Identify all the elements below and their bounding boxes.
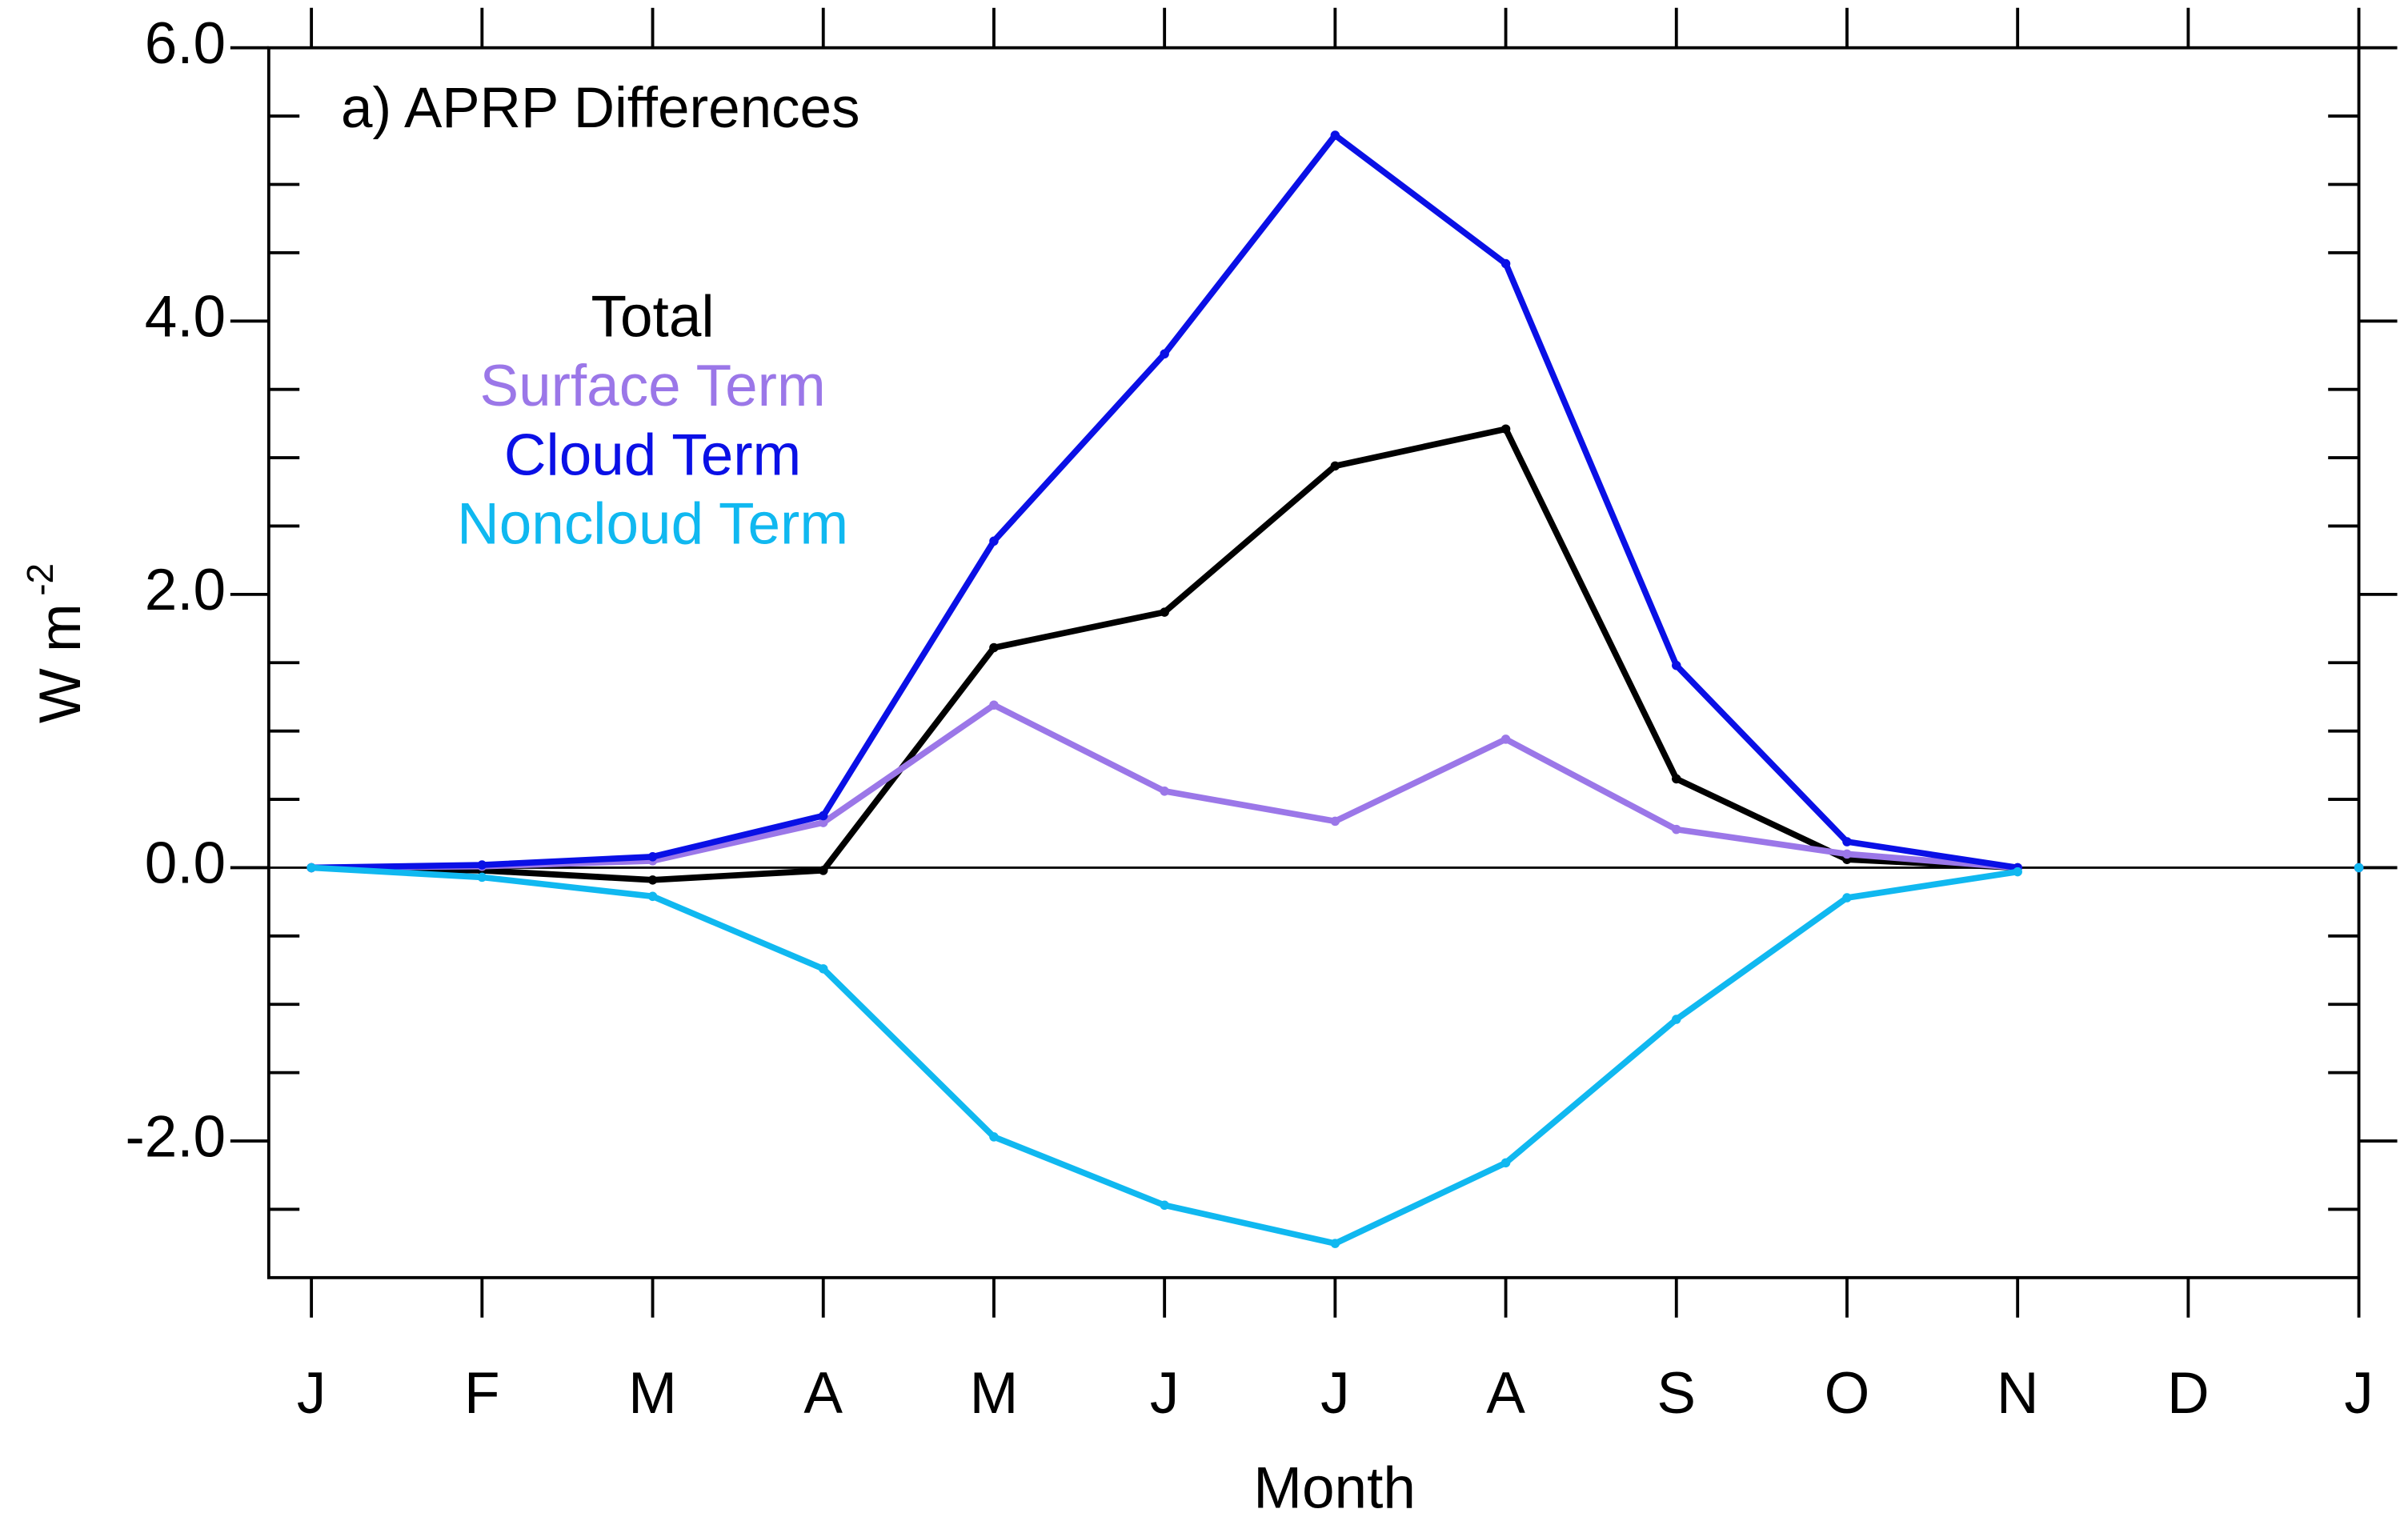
series-point xyxy=(1672,1015,1681,1024)
series-point xyxy=(989,1132,999,1142)
series-point xyxy=(307,863,316,873)
series-point xyxy=(1672,774,1681,784)
y-axis-label-text: W m xyxy=(28,603,93,723)
series-line xyxy=(311,705,2358,867)
series-point xyxy=(1500,734,1511,744)
series-point xyxy=(989,536,999,546)
chart-title: a) APRP Differences xyxy=(341,77,860,140)
series-point xyxy=(818,866,828,875)
series-point xyxy=(1672,660,1681,670)
x-tick-label: A xyxy=(803,1361,843,1426)
x-tick-label: N xyxy=(1997,1361,2039,1426)
series-point xyxy=(818,964,828,974)
legend-entry: Surface Term xyxy=(479,354,825,418)
series-point xyxy=(477,860,487,870)
legend-entry: Cloud Term xyxy=(504,422,801,487)
x-tick-label: S xyxy=(1657,1361,1696,1426)
series-point xyxy=(1330,1239,1340,1248)
series-point xyxy=(989,642,999,653)
x-tick-label: J xyxy=(297,1361,326,1426)
series-point xyxy=(1160,349,1169,359)
series-point xyxy=(1500,258,1511,269)
series-point xyxy=(647,875,658,885)
y-tick-label: 2.0 xyxy=(145,558,226,622)
series-point xyxy=(477,872,487,883)
series-point xyxy=(1842,849,1852,859)
plot-frame xyxy=(266,46,2361,1279)
series-point xyxy=(2013,867,2022,877)
series-point xyxy=(1672,824,1681,835)
series-point xyxy=(1842,837,1852,847)
series-point xyxy=(647,891,658,902)
y-tick-label: -2.0 xyxy=(125,1104,226,1169)
series-point xyxy=(818,811,828,821)
x-tick-label: F xyxy=(464,1361,500,1426)
series-point xyxy=(1842,893,1852,903)
x-tick-label: O xyxy=(1825,1361,1870,1426)
series-point xyxy=(1160,1200,1169,1211)
series-point xyxy=(1500,424,1511,434)
x-tick-label: J xyxy=(1320,1361,1349,1426)
y-axis-label-superscript: -2 xyxy=(19,563,61,596)
series-point xyxy=(1330,816,1340,827)
series-point xyxy=(1160,607,1169,617)
x-tick-label: A xyxy=(1486,1361,1525,1426)
series-point xyxy=(1160,787,1169,796)
series-point xyxy=(647,852,658,862)
x-tick-label: D xyxy=(2167,1361,2210,1426)
series-point xyxy=(1500,1158,1511,1168)
series-line xyxy=(311,867,2358,1243)
y-tick-label: 0.0 xyxy=(145,831,226,896)
series-point xyxy=(818,818,828,827)
x-tick-label: M xyxy=(628,1361,677,1426)
series-point xyxy=(1330,461,1340,471)
y-tick-label: 6.0 xyxy=(145,11,226,76)
x-axis-label: Month xyxy=(1253,1456,1416,1521)
x-tick-label: M xyxy=(970,1361,1019,1426)
y-axis-label: W m -2 xyxy=(19,563,93,723)
series-point xyxy=(2354,863,2364,873)
x-tick-label: J xyxy=(2344,1361,2373,1426)
legend-entry: Total xyxy=(591,285,715,350)
legend-entry: Noncloud Term xyxy=(457,492,848,557)
x-tick-label: J xyxy=(1150,1361,1179,1426)
series-point xyxy=(989,700,999,710)
y-tick-label: 4.0 xyxy=(145,285,226,350)
series-point xyxy=(1330,130,1340,140)
